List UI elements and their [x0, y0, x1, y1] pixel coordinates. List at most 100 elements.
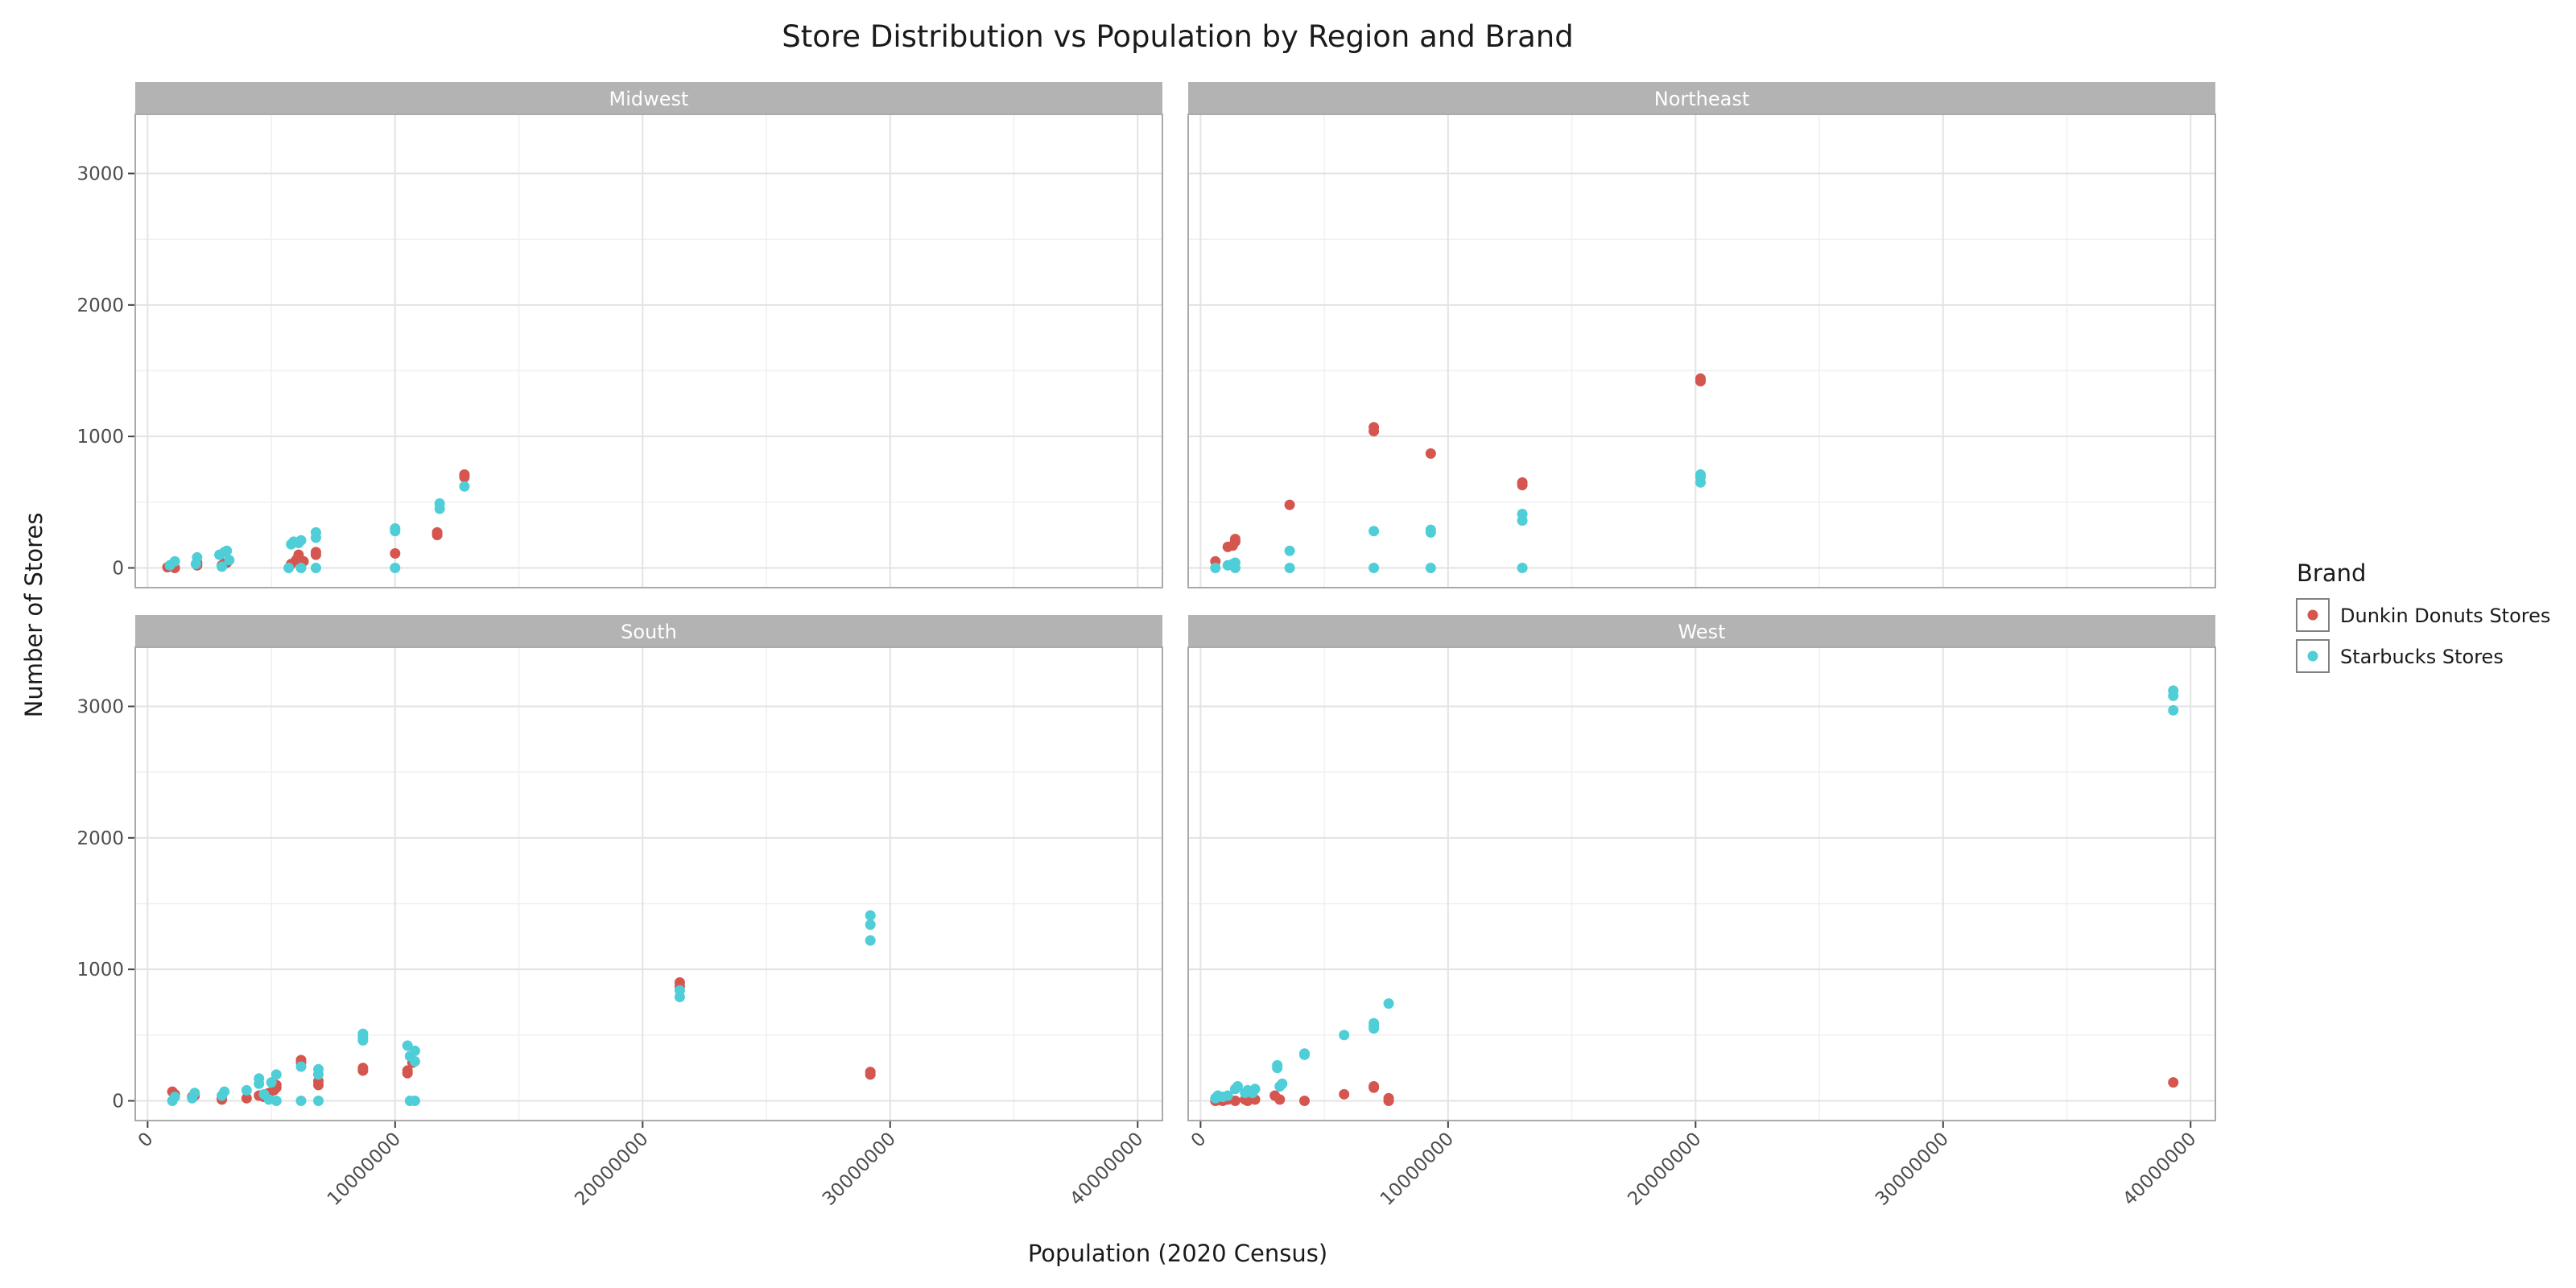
starbucks-point — [1299, 1048, 1311, 1059]
dunkin-point — [1517, 477, 1528, 488]
x-tick-label: 0 — [134, 1129, 158, 1152]
points-northeast — [1210, 373, 1706, 573]
starbucks-point — [1695, 469, 1706, 481]
panel-background — [1188, 647, 2215, 1121]
starbucks-point — [1272, 1059, 1283, 1071]
dunkin-point — [459, 469, 470, 481]
facet-strip-label: West — [1678, 621, 1725, 643]
panel-border — [134, 646, 1163, 1121]
panel-border — [1187, 646, 2216, 1121]
starbucks-point — [169, 555, 180, 567]
y-tick-label: 1000 — [76, 427, 124, 448]
dunkin-point — [865, 1067, 876, 1078]
starbucks-point — [1222, 1090, 1233, 1101]
starbucks-point — [270, 1096, 282, 1106]
facet-strip — [1188, 615, 2215, 647]
starbucks-point — [224, 555, 235, 566]
starbucks-point — [1517, 563, 1528, 573]
dunkin-point — [1695, 373, 1706, 384]
facet-midwest: Midwest 0 1000 2000 3000 — [76, 82, 1163, 588]
dunkin-point — [431, 526, 443, 538]
starbucks-point — [2168, 685, 2179, 696]
starbucks-point — [270, 1069, 282, 1080]
starbucks-point — [2168, 704, 2179, 716]
starbucks-point — [310, 563, 321, 573]
legend-title: Brand — [2297, 559, 2366, 587]
starbucks-point — [1368, 526, 1380, 537]
starbucks-point — [295, 1096, 307, 1106]
facet-strip — [1188, 82, 2215, 114]
facet-strip-label: South — [621, 621, 677, 643]
panel-background — [135, 114, 1162, 588]
starbucks-point — [1210, 563, 1221, 573]
x-tick-label: 10000000 — [1377, 1129, 1458, 1210]
points-midwest — [162, 469, 470, 573]
dunkin-point — [310, 547, 321, 558]
panel-background — [1188, 114, 2215, 588]
starbucks-point — [865, 919, 876, 931]
starbucks-point — [295, 535, 307, 546]
legend-label: Starbucks Stores — [2340, 646, 2504, 668]
starbucks-point — [1229, 557, 1241, 568]
facet-west: West 0 10000000 20000000 30000000 40000000 — [1187, 615, 2216, 1210]
x-tick-label: 0 — [1187, 1129, 1211, 1152]
starbucks-point — [295, 563, 307, 573]
y-tick-label: 3000 — [76, 697, 124, 718]
dunkin-point — [357, 1063, 369, 1074]
panel-border — [1187, 114, 2216, 588]
y-axis-label: Number of Stores — [20, 513, 47, 718]
legend-swatch — [2307, 609, 2318, 621]
dunkin-point — [402, 1065, 413, 1076]
starbucks-point — [434, 497, 445, 509]
starbucks-point — [283, 563, 295, 573]
starbucks-point — [1339, 1030, 1350, 1041]
x-tick-label: 20000000 — [1624, 1129, 1705, 1210]
starbucks-point — [357, 1028, 369, 1039]
starbucks-point — [1277, 1078, 1288, 1089]
legend-swatch — [2307, 650, 2318, 662]
y-tick-label: 2000 — [76, 295, 124, 316]
facet-strip — [135, 615, 1162, 647]
starbucks-point — [409, 1045, 420, 1056]
starbucks-point — [459, 481, 470, 492]
starbucks-point — [674, 985, 685, 996]
starbucks-point — [313, 1063, 324, 1075]
y-tick-label: 3000 — [76, 164, 124, 185]
starbucks-point — [1368, 1018, 1380, 1029]
starbucks-point — [189, 1088, 200, 1099]
dunkin-point — [390, 548, 401, 559]
x-tick-label: 30000000 — [1872, 1129, 1953, 1210]
facet-south: South 0 1000 2000 3000 0 10000000 20000000 30000… — [76, 615, 1163, 1210]
starbucks-point — [221, 545, 233, 556]
facet-strip — [135, 82, 1162, 114]
dunkin-point — [1299, 1096, 1311, 1106]
dunkin-point — [1284, 499, 1295, 510]
starbucks-point — [1232, 1081, 1243, 1092]
starbucks-point — [254, 1073, 265, 1084]
facet-northeast: Northeast — [1187, 82, 2216, 588]
y-tick-label: 2000 — [76, 828, 124, 849]
starbucks-point — [1284, 545, 1295, 556]
starbucks-point — [409, 1056, 420, 1067]
points-south — [167, 910, 876, 1106]
x-tick-label: 30000000 — [819, 1129, 900, 1210]
points-west — [1210, 685, 2179, 1106]
dunkin-point — [1383, 1092, 1394, 1104]
dunkin-point — [1425, 448, 1436, 459]
dunkin-point — [1368, 422, 1380, 433]
dunkin-point — [1229, 534, 1241, 545]
starbucks-point — [1284, 563, 1295, 573]
dunkin-point — [1339, 1088, 1350, 1100]
x-tick-label: 20000000 — [571, 1129, 652, 1210]
y-tick-label: 0 — [112, 559, 124, 580]
x-tick-label: 40000000 — [2119, 1129, 2200, 1210]
x-axis-label: Population (2020 Census) — [1028, 1240, 1327, 1267]
dunkin-point — [674, 977, 685, 988]
starbucks-point — [266, 1077, 277, 1088]
starbucks-point — [390, 523, 401, 534]
starbucks-point — [241, 1084, 252, 1096]
dunkin-point — [1229, 1096, 1241, 1106]
panel-background — [135, 647, 1162, 1121]
facet-strip-label: Northeast — [1654, 88, 1750, 110]
